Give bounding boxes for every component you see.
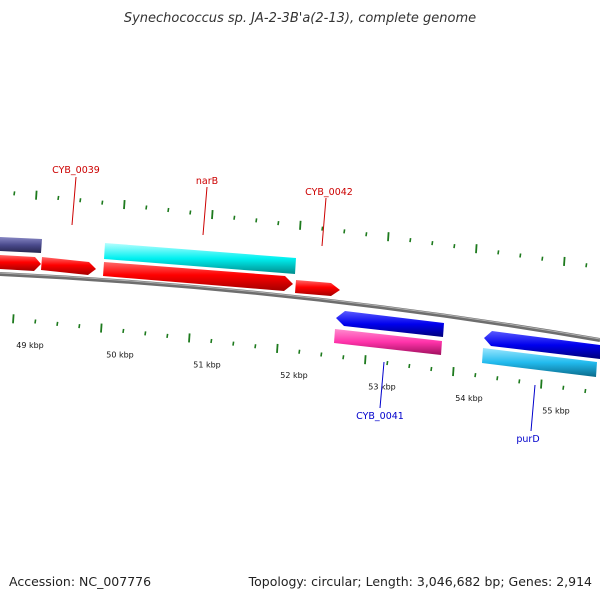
gene-cyb0039 [0, 255, 41, 271]
outer-scale-tick [343, 229, 346, 234]
outer-scale-tick [387, 232, 390, 242]
outer-scale-tick [431, 241, 434, 246]
inner-scale-tick [166, 333, 169, 339]
gene-purd-lightblue [482, 348, 597, 377]
kbp-label: 50 kbp [106, 351, 134, 360]
gene-label-cyb0039: CYB_0039 [52, 165, 100, 176]
inner-scale-tick [56, 321, 59, 326]
label-leaders [71, 176, 536, 432]
gene-purd [484, 331, 600, 359]
outer-scale-tick [167, 207, 170, 213]
accession-text: Accession: NC_007776 [9, 574, 151, 589]
outer-scale-tick [453, 244, 456, 249]
inner-scale-tick [452, 366, 455, 377]
inner-scale-tick [364, 355, 367, 365]
inner-scale-tick [78, 324, 81, 329]
outer-scale-tick [299, 220, 302, 230]
genome-backbone-highlight [0, 272, 600, 340]
inner-scale-tick [430, 366, 433, 372]
gene-narb-red [103, 262, 293, 291]
kbp-label: 55 kbp [542, 407, 570, 416]
inner-scale-tick [144, 331, 147, 336]
inner-scale-tick [188, 333, 191, 343]
gene-purple-top [0, 237, 42, 253]
outer-scale-tick [123, 199, 126, 210]
inner-scale-tick [562, 385, 565, 390]
inner-scale-tick [232, 341, 235, 346]
outer-scale-tick [475, 244, 478, 254]
outer-scale-tick [13, 191, 16, 196]
scale-ticks [12, 190, 588, 394]
outer-scale-tick [233, 215, 236, 220]
inner-scale-tick [210, 338, 213, 344]
outer-scale-tick [189, 210, 192, 215]
inner-scale-tick [408, 363, 411, 369]
outer-scale-tick [563, 256, 566, 266]
leader-cyb0039 [71, 176, 77, 226]
outer-scale-tick [79, 198, 82, 203]
leader-purd [530, 384, 536, 432]
top-strand-genes [0, 237, 340, 296]
leader-cyb0042 [321, 197, 327, 247]
outer-scale-tick [277, 220, 280, 226]
inner-scale-tick [342, 355, 345, 360]
outer-scale-tick [409, 238, 412, 243]
leader-cyb0041 [379, 361, 385, 409]
kbp-label: 51 kbp [193, 361, 221, 370]
inner-scale-tick [298, 349, 301, 354]
gene-cyb0041 [336, 311, 444, 337]
inner-scale-tick [254, 344, 257, 349]
inner-scale-tick [386, 360, 389, 366]
map-title: Synechococcus sp. JA-2-3B'a(2-13), compl… [124, 11, 476, 26]
inner-scale-tick [276, 343, 279, 354]
inner-scale-tick [12, 314, 15, 324]
genome-summary-text: Topology: circular; Length: 3,046,682 bp… [248, 574, 592, 589]
outer-scale-tick [101, 200, 104, 205]
outer-scale-tick [35, 190, 38, 200]
outer-scale-tick [585, 263, 588, 268]
gene-label-narb: narB [196, 176, 218, 187]
inner-scale-tick [34, 319, 37, 324]
bottom-strand-genes [334, 311, 600, 377]
kbp-label: 52 kbp [280, 371, 308, 380]
kbp-label: 49 kbp [16, 341, 44, 350]
leader-narb [202, 186, 208, 236]
outer-scale-tick [365, 232, 368, 237]
inner-scale-tick [122, 328, 125, 334]
gene-cyb0042 [295, 280, 340, 296]
outer-scale-tick [255, 218, 258, 223]
inner-scale-tick [518, 379, 521, 384]
inner-scale-tick [540, 379, 543, 389]
gene-cyb0041-magenta [334, 329, 442, 355]
gene-label-cyb0041: CYB_0041 [356, 411, 404, 422]
genome-backbone [0, 272, 600, 342]
outer-scale-tick [541, 256, 544, 261]
inner-scale-tick [320, 352, 323, 357]
inner-scale-tick [474, 372, 477, 378]
kbp-label: 54 kbp [455, 394, 483, 403]
outer-scale-tick [145, 205, 148, 210]
inner-scale-tick [496, 376, 499, 381]
inner-scale-tick [584, 388, 587, 394]
gene-label-cyb0042: CYB_0042 [305, 187, 353, 198]
outer-scale-tick [211, 210, 214, 220]
gene-red-2 [41, 257, 96, 275]
inner-scale-tick [100, 323, 103, 333]
outer-scale-tick [519, 253, 522, 258]
gene-narb [104, 243, 296, 274]
gene-label-purd: purD [516, 434, 539, 445]
outer-scale-tick [497, 250, 500, 255]
outer-scale-tick [321, 226, 324, 231]
outer-scale-tick [57, 195, 60, 201]
